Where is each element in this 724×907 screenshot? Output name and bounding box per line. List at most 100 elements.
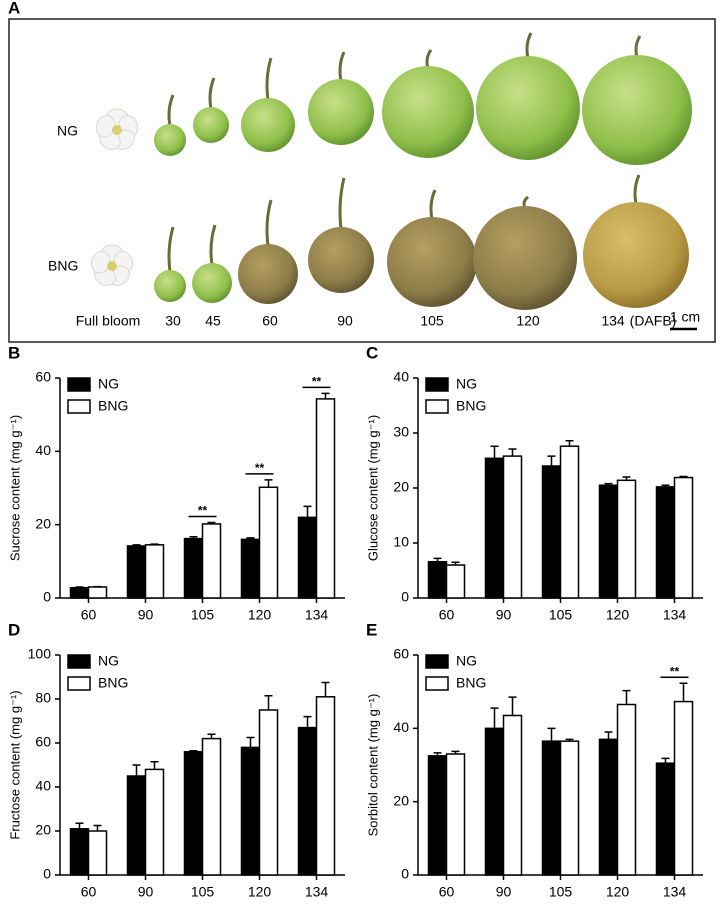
fruit bbox=[473, 206, 577, 310]
significance-label: ** bbox=[255, 461, 265, 475]
error-bar bbox=[151, 544, 159, 545]
x-tick-label: 90 bbox=[138, 607, 154, 623]
error-bar bbox=[151, 762, 159, 770]
y-tick-label: 0 bbox=[401, 866, 409, 882]
error-bar bbox=[623, 691, 631, 705]
bar bbox=[260, 487, 278, 598]
y-tick-label: 30 bbox=[393, 424, 409, 440]
bar bbox=[242, 747, 260, 875]
bar bbox=[203, 524, 221, 598]
bar bbox=[486, 728, 504, 875]
fruit bbox=[308, 79, 374, 145]
x-tick-label: 60 bbox=[439, 884, 455, 900]
y-tick-label: 20 bbox=[35, 822, 51, 838]
stage-label: 30 bbox=[165, 313, 181, 329]
y-tick-label: 0 bbox=[43, 589, 51, 605]
bar bbox=[242, 539, 260, 598]
x-tick-label: 120 bbox=[606, 884, 630, 900]
fruit bbox=[192, 263, 232, 303]
y-axis-label: Glucose content (mg g⁻¹) bbox=[365, 415, 380, 561]
y-tick-label: 0 bbox=[43, 866, 51, 882]
bar bbox=[543, 466, 561, 598]
x-tick-label: 105 bbox=[549, 884, 573, 900]
y-tick-label: 80 bbox=[35, 690, 51, 706]
bar bbox=[128, 776, 146, 875]
significance-label: ** bbox=[312, 375, 322, 389]
bar bbox=[504, 456, 522, 598]
x-tick-label: 120 bbox=[248, 884, 272, 900]
x-tick-label: 120 bbox=[248, 607, 272, 623]
error-bar bbox=[566, 441, 574, 447]
fruit bbox=[583, 202, 689, 308]
row-label: NG bbox=[57, 123, 78, 139]
legend-label: BNG bbox=[456, 675, 486, 691]
stage-label: 90 bbox=[337, 313, 353, 329]
legend-swatch bbox=[426, 378, 448, 391]
x-tick-label: 90 bbox=[496, 607, 512, 623]
y-tick-label: 40 bbox=[35, 778, 51, 794]
y-tick-label: 0 bbox=[401, 589, 409, 605]
scale-bar-label: 1 cm bbox=[670, 309, 700, 325]
stage-label: 45 bbox=[205, 313, 221, 329]
legend-label: BNG bbox=[98, 675, 128, 691]
legend-swatch bbox=[426, 677, 448, 690]
legend-label: BNG bbox=[98, 398, 128, 414]
bar bbox=[429, 562, 447, 598]
y-axis-label: Sorbitol content (mg g⁻¹) bbox=[365, 694, 380, 837]
error-bar bbox=[491, 446, 499, 458]
row-label: BNG bbox=[48, 258, 78, 274]
bar bbox=[128, 546, 146, 598]
x-tick-label: 134 bbox=[305, 607, 329, 623]
y-tick-label: 20 bbox=[35, 515, 51, 531]
fruit bbox=[308, 227, 374, 293]
y-axis-label: Sucrose content (mg g⁻¹) bbox=[7, 415, 22, 561]
error-bar bbox=[94, 826, 102, 832]
bar bbox=[260, 710, 278, 875]
legend-swatch bbox=[68, 677, 90, 690]
error-bar bbox=[322, 683, 330, 697]
error-bar bbox=[247, 738, 255, 748]
bar bbox=[185, 752, 203, 875]
bar bbox=[561, 446, 579, 598]
panel-letter: E bbox=[366, 620, 377, 639]
legend-label: NG bbox=[456, 376, 477, 392]
y-tick-label: 20 bbox=[393, 479, 409, 495]
stage-label: Full bloom bbox=[76, 313, 141, 329]
bar bbox=[299, 728, 317, 875]
error-bar bbox=[548, 728, 556, 741]
panel-letter: D bbox=[8, 620, 20, 639]
x-tick-label: 120 bbox=[606, 607, 630, 623]
x-tick-label: 60 bbox=[439, 607, 455, 623]
fruit bbox=[193, 107, 229, 143]
error-bar bbox=[76, 587, 84, 588]
y-tick-label: 40 bbox=[35, 442, 51, 458]
stage-label: 105 bbox=[420, 313, 444, 329]
legend-swatch bbox=[68, 655, 90, 668]
bar bbox=[600, 739, 618, 875]
legend-swatch bbox=[68, 378, 90, 391]
y-tick-label: 20 bbox=[393, 792, 409, 808]
legend-label: NG bbox=[456, 653, 477, 669]
legend-label: NG bbox=[98, 653, 119, 669]
significance-label: ** bbox=[670, 664, 680, 678]
bar bbox=[299, 517, 317, 598]
bar bbox=[447, 565, 465, 598]
y-tick-label: 100 bbox=[28, 646, 52, 662]
error-bar bbox=[133, 765, 141, 776]
error-bar bbox=[76, 823, 84, 829]
error-bar bbox=[680, 683, 688, 701]
panel-letter: B bbox=[8, 343, 20, 362]
error-bar bbox=[548, 456, 556, 466]
bar bbox=[185, 539, 203, 598]
bar bbox=[146, 545, 164, 598]
bar bbox=[618, 480, 636, 598]
bar bbox=[89, 587, 107, 598]
x-tick-label: 105 bbox=[191, 884, 215, 900]
bar bbox=[657, 763, 675, 875]
stage-label: 60 bbox=[262, 313, 278, 329]
x-tick-label: 134 bbox=[663, 884, 687, 900]
fruit bbox=[476, 56, 580, 160]
flower-center bbox=[107, 261, 117, 271]
bar bbox=[561, 741, 579, 875]
bar bbox=[71, 588, 89, 598]
